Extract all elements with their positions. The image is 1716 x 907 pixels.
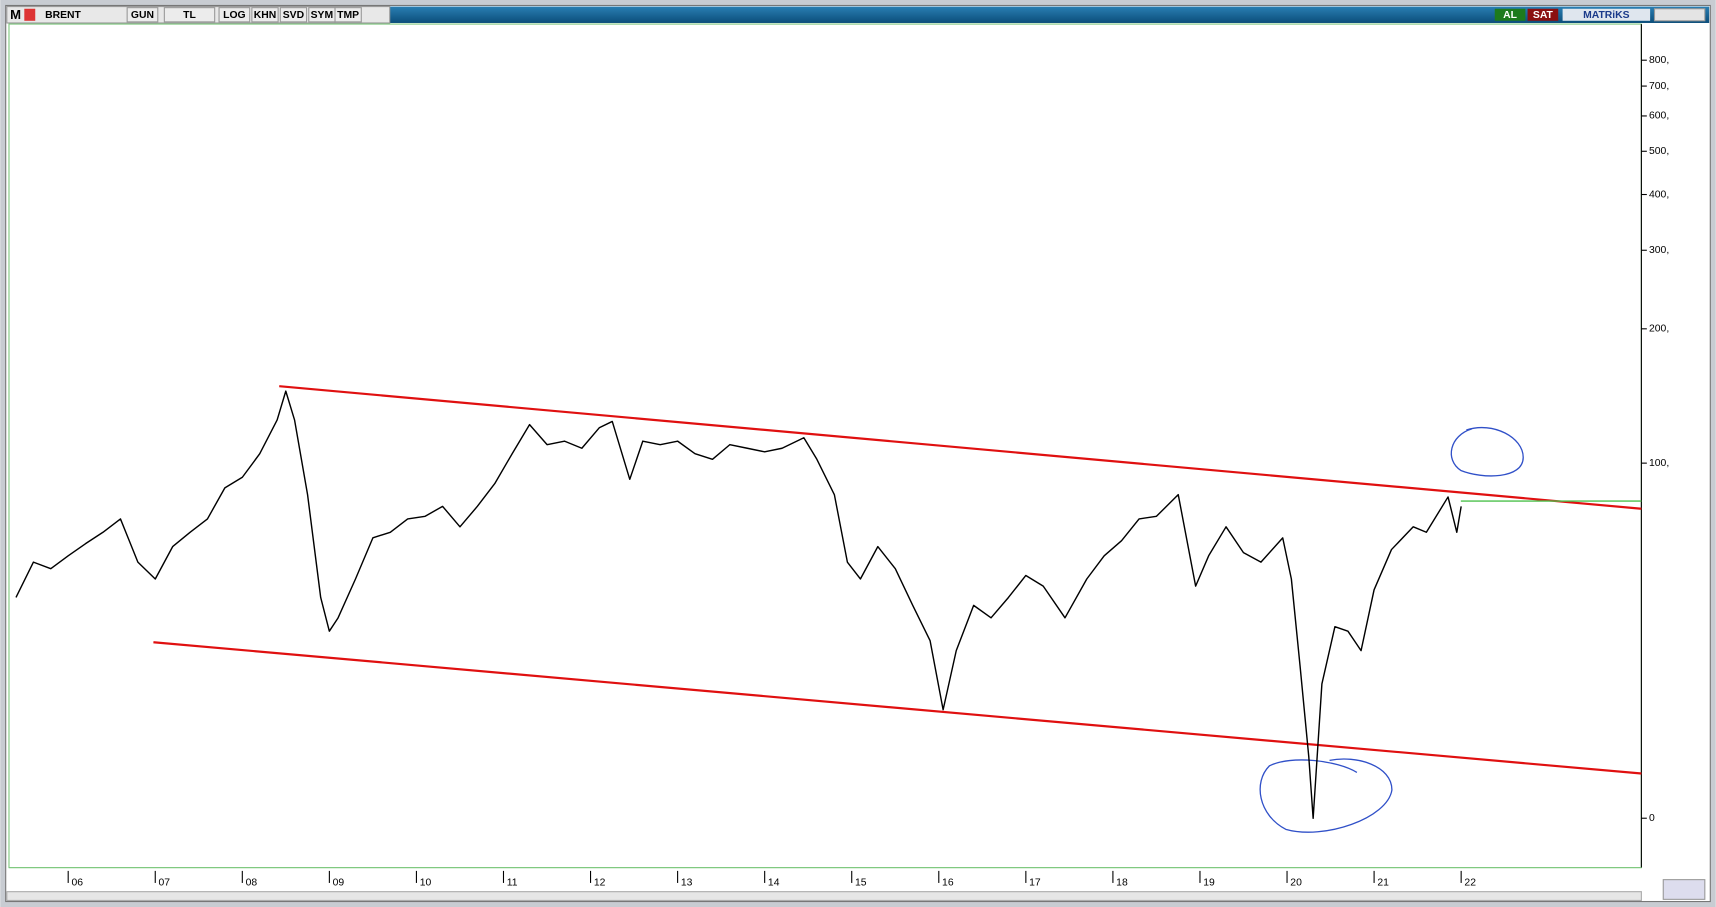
x-tick-label: 21 (1377, 878, 1389, 889)
x-tick-label: 10 (420, 878, 432, 889)
toolbar-button[interactable] (126, 7, 159, 23)
toolbar-button-label[interactable]: TL (183, 10, 196, 21)
brand-box (1562, 8, 1651, 21)
x-tick-label: 14 (768, 878, 780, 889)
y-tick-label: 100, (1649, 458, 1669, 469)
y-tick-label: 0 (1649, 813, 1655, 824)
plot-area (8, 23, 1642, 869)
y-tick-label: 300, (1649, 245, 1669, 256)
y-tick-label: 200, (1649, 324, 1669, 335)
y-tick-label: 700, (1649, 81, 1669, 92)
window-controls[interactable] (1653, 8, 1706, 22)
x-tick-label: 15 (855, 878, 867, 889)
x-tick-label: 06 (71, 878, 83, 889)
y-tick-label: 400, (1649, 189, 1669, 200)
toolbar-button[interactable] (251, 7, 279, 23)
nav-buttons[interactable] (1662, 879, 1706, 900)
y-tick-label: 600, (1649, 111, 1669, 122)
x-tick-label: 16 (942, 878, 954, 889)
x-tick-label: 12 (594, 878, 606, 889)
toolbar-button-label[interactable]: TMP (337, 10, 359, 21)
toolbar-button[interactable] (163, 7, 216, 23)
toolbar-button-label[interactable]: SYM (311, 10, 333, 21)
y-tick-label: 500, (1649, 146, 1669, 157)
lower-trendline (153, 641, 1642, 775)
x-tick-label: 09 (333, 878, 345, 889)
logo: M (10, 7, 21, 22)
buy-button[interactable] (1494, 8, 1526, 21)
toolbar (6, 6, 1710, 23)
toolbar-button-label[interactable]: SVD (283, 10, 305, 21)
toolbar-button-label[interactable]: KHN (254, 10, 276, 21)
symbol-icon (24, 8, 36, 21)
symbol[interactable]: BRENT (45, 10, 81, 21)
x-tick-label: 20 (1290, 878, 1302, 889)
annotation-circle (1259, 758, 1393, 833)
x-tick-label: 17 (1029, 878, 1041, 889)
y-tick-label: 800, (1649, 55, 1669, 66)
toolbar-button[interactable] (279, 7, 308, 23)
x-tick-label: 19 (1203, 878, 1215, 889)
toolbar-button-label[interactable]: LOG (223, 10, 245, 21)
x-tick-label: 22 (1464, 878, 1476, 889)
toolbar-button-label[interactable]: GUN (131, 10, 154, 21)
x-tick-label: 11 (507, 878, 518, 889)
x-tick-label: 07 (159, 878, 171, 889)
sell-label[interactable]: SAT (1533, 10, 1554, 21)
annotation-circle (1450, 426, 1524, 477)
x-tick-label: 13 (681, 878, 693, 889)
scrollbar[interactable] (6, 891, 1642, 901)
brand: MATRiKS (1583, 10, 1630, 21)
toolbar-button[interactable] (218, 7, 251, 23)
x-tick-label: 18 (1116, 878, 1128, 889)
price-line (15, 390, 1462, 819)
sell-button[interactable] (1527, 8, 1559, 21)
toolbar-button[interactable] (334, 7, 362, 23)
x-tick-label: 08 (246, 878, 258, 889)
buy-label[interactable]: AL (1503, 10, 1517, 21)
upper-trendline (279, 385, 1642, 510)
